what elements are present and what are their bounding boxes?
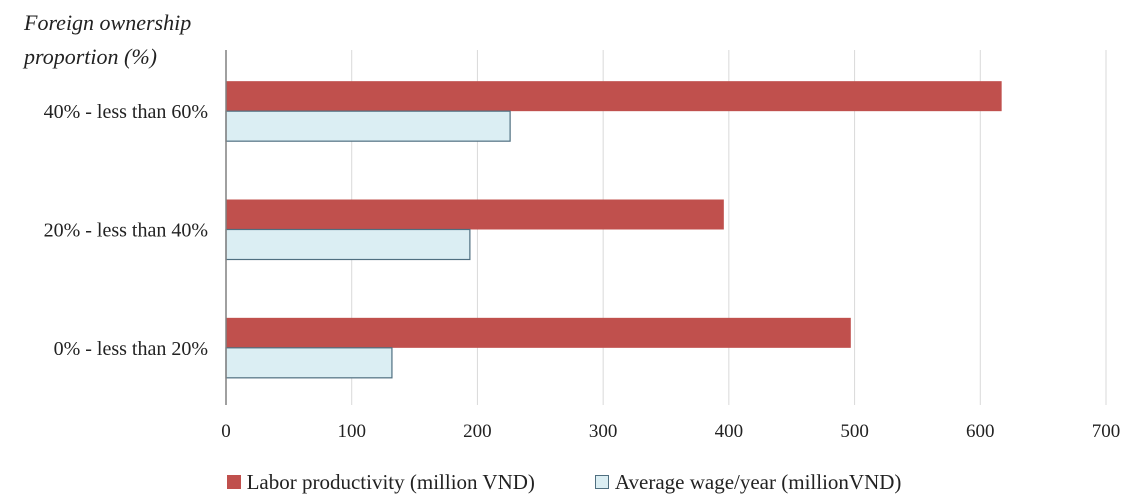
bar-series0-cat0	[226, 317, 851, 348]
x-tick-label-200: 200	[463, 421, 492, 442]
bar-series1-cat1	[225, 228, 471, 261]
legend-swatch-labor-productivity	[226, 475, 241, 489]
x-tick-label-700: 700	[1092, 421, 1121, 442]
y-category-label-1: 20% - less than 40%	[44, 220, 208, 242]
legend-item-average-wage: Average wage/year (millionVND)	[594, 468, 902, 496]
y-axis-title-line-1: Foreign ownership	[24, 10, 192, 35]
x-tick-label-400: 400	[715, 421, 744, 442]
x-tick-label-500: 500	[840, 421, 869, 442]
bar-series1-cat2	[225, 110, 511, 142]
legend-label-labor-productivity: Labor productivity (million VND)	[246, 469, 535, 494]
bar-series1-cat0	[225, 347, 393, 379]
x-tick-label-300: 300	[589, 421, 618, 442]
bar-series0-cat1	[226, 199, 724, 230]
x-tick-label-600: 600	[966, 421, 995, 442]
y-axis-title: Foreign ownership proportion (%)	[24, 6, 191, 74]
legend: Labor productivity (million VND) Average…	[0, 468, 1128, 496]
legend-label-average-wage: Average wage/year (millionVND)	[614, 469, 902, 494]
y-category-label-2: 40% - less than 60%	[44, 101, 208, 123]
x-tick-label-100: 100	[337, 421, 366, 442]
bar-series0-cat2	[226, 81, 1002, 112]
bar-chart: 0 100 200 300 400 500 600 700 0% - less than 20%…	[44, 50, 1121, 442]
legend-item-labor-productivity: Labor productivity (million VND)	[226, 468, 535, 496]
y-axis-title-line-2: proportion (%)	[24, 44, 158, 69]
legend-swatch-average-wage	[594, 475, 609, 489]
x-tick-label-0: 0	[221, 421, 231, 442]
y-category-label-0: 0% - less than 20%	[54, 338, 208, 360]
